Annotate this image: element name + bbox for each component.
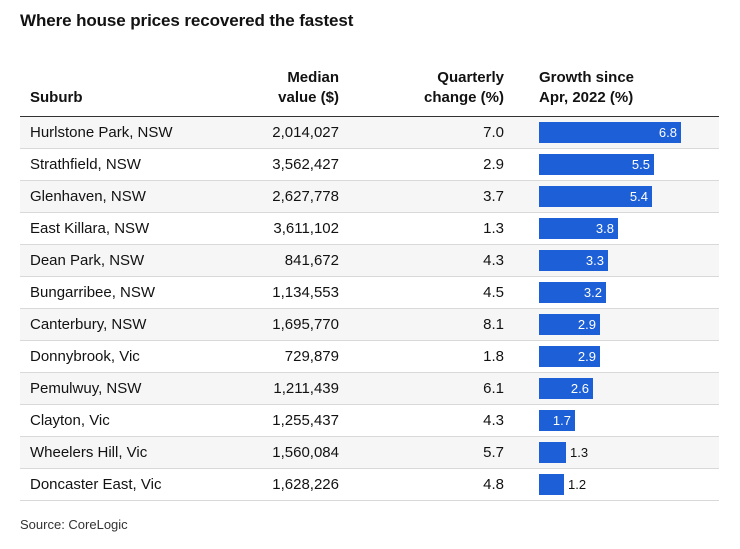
median-value-cell: 1,628,226	[272, 476, 339, 493]
growth-bar	[539, 314, 600, 335]
suburb-cell: Wheelers Hill, Vic	[30, 444, 148, 461]
column-header-suburb: Suburb	[30, 89, 83, 106]
quarterly-change-cell: 7.0	[483, 124, 504, 141]
column-header-growth: Growth since Apr, 2022 (%)	[539, 69, 635, 106]
growth-bar-label: 2.9	[577, 349, 596, 364]
table-row: Wheelers Hill, Vic 1,560,084 5.7 1.3	[20, 437, 719, 469]
quarterly-change-cell: 6.1	[483, 380, 504, 397]
growth-bar	[539, 122, 681, 143]
table-row: Hurlstone Park, NSW 2,014,027 7.0 6.8	[20, 117, 719, 149]
growth-bar-label: 1.3	[570, 445, 589, 460]
suburb-cell: Hurlstone Park, NSW	[30, 124, 173, 141]
median-value-cell: 2,014,027	[272, 124, 339, 141]
quarterly-change-cell: 2.9	[483, 156, 504, 173]
growth-bar	[539, 282, 606, 303]
suburb-cell: Pemulwuy, NSW	[30, 380, 142, 397]
table-row: Pemulwuy, NSW 1,211,439 6.1 2.6	[20, 373, 719, 405]
column-header-quarterly-change: Quarterly change (%)	[423, 69, 504, 106]
median-value-cell: 841,672	[284, 252, 339, 269]
table-row: East Killara, NSW 3,611,102 1.3 3.8	[20, 213, 719, 245]
growth-bar	[539, 218, 618, 239]
growth-bar-label: 5.5	[631, 157, 650, 172]
growth-bar	[539, 474, 564, 495]
quarterly-change-cell: 4.3	[483, 252, 504, 269]
table-row: Clayton, Vic 1,255,437 4.3 1.7	[20, 405, 719, 437]
growth-bar-label: 2.9	[577, 317, 596, 332]
suburb-cell: Doncaster East, Vic	[30, 476, 162, 493]
quarterly-change-cell: 4.8	[483, 476, 504, 493]
table-row: Strathfield, NSW 3,562,427 2.9 5.5	[20, 149, 719, 181]
suburb-cell: Clayton, Vic	[30, 412, 110, 429]
table-row: Canterbury, NSW 1,695,770 8.1 2.9	[20, 309, 719, 341]
chart-title: Where house prices recovered the fastest	[20, 11, 354, 30]
growth-bar-label: 6.8	[658, 125, 677, 140]
growth-bar	[539, 442, 566, 463]
table-row: Bungarribee, NSW 1,134,553 4.5 3.2	[20, 277, 719, 309]
median-value-cell: 1,695,770	[272, 316, 339, 333]
growth-bar	[539, 154, 654, 175]
growth-bar-label: 1.7	[552, 413, 571, 428]
quarterly-change-cell: 4.5	[483, 284, 504, 301]
median-value-cell: 1,255,437	[272, 412, 339, 429]
suburb-cell: East Killara, NSW	[30, 220, 150, 237]
suburb-cell: Glenhaven, NSW	[30, 188, 146, 205]
quarterly-change-cell: 1.3	[483, 220, 504, 237]
median-value-cell: 1,211,439	[273, 380, 339, 397]
growth-bar-label: 3.8	[595, 221, 614, 236]
quarterly-change-cell: 1.8	[483, 348, 504, 365]
table-row: Dean Park, NSW 841,672 4.3 3.3	[20, 245, 719, 277]
table-row: Donnybrook, Vic 729,879 1.8 2.9	[20, 341, 719, 373]
table-header: Suburb Median value ($) Quarterly change…	[20, 66, 719, 114]
column-header-median-value: Median value ($)	[278, 69, 339, 106]
data-table: Hurlstone Park, NSW 2,014,027 7.0 6.8 Strath…	[20, 116, 719, 501]
table-row: Glenhaven, NSW 2,627,778 3.7 5.4	[20, 181, 719, 213]
quarterly-change-cell: 5.7	[483, 444, 504, 461]
growth-bar-label: 3.3	[585, 253, 604, 268]
median-value-cell: 2,627,778	[272, 188, 339, 205]
suburb-cell: Bungarribee, NSW	[30, 284, 156, 301]
source-note: Source: CoreLogic	[20, 517, 128, 532]
table-row: Doncaster East, Vic 1,628,226 4.8 1.2	[20, 469, 719, 501]
growth-bar	[539, 410, 575, 431]
suburb-cell: Donnybrook, Vic	[30, 348, 140, 365]
suburb-cell: Dean Park, NSW	[30, 252, 145, 269]
growth-bar-label: 5.4	[629, 189, 648, 204]
growth-bar-label: 1.2	[568, 477, 587, 492]
median-value-cell: 729,879	[284, 348, 339, 365]
suburb-cell: Canterbury, NSW	[30, 316, 147, 333]
growth-bar	[539, 250, 608, 271]
growth-bar	[539, 346, 600, 367]
suburb-cell: Strathfield, NSW	[30, 156, 141, 173]
quarterly-change-cell: 4.3	[483, 412, 504, 429]
growth-bar	[539, 378, 593, 399]
quarterly-change-cell: 8.1	[483, 316, 504, 333]
median-value-cell: 1,134,553	[272, 284, 339, 301]
growth-bar-label: 2.6	[570, 381, 589, 396]
growth-bar-label: 3.2	[583, 285, 602, 300]
median-value-cell: 3,562,427	[272, 156, 339, 173]
median-value-cell: 1,560,084	[272, 444, 339, 461]
quarterly-change-cell: 3.7	[483, 188, 504, 205]
growth-bar	[539, 186, 652, 207]
median-value-cell: 3,611,102	[273, 220, 339, 237]
